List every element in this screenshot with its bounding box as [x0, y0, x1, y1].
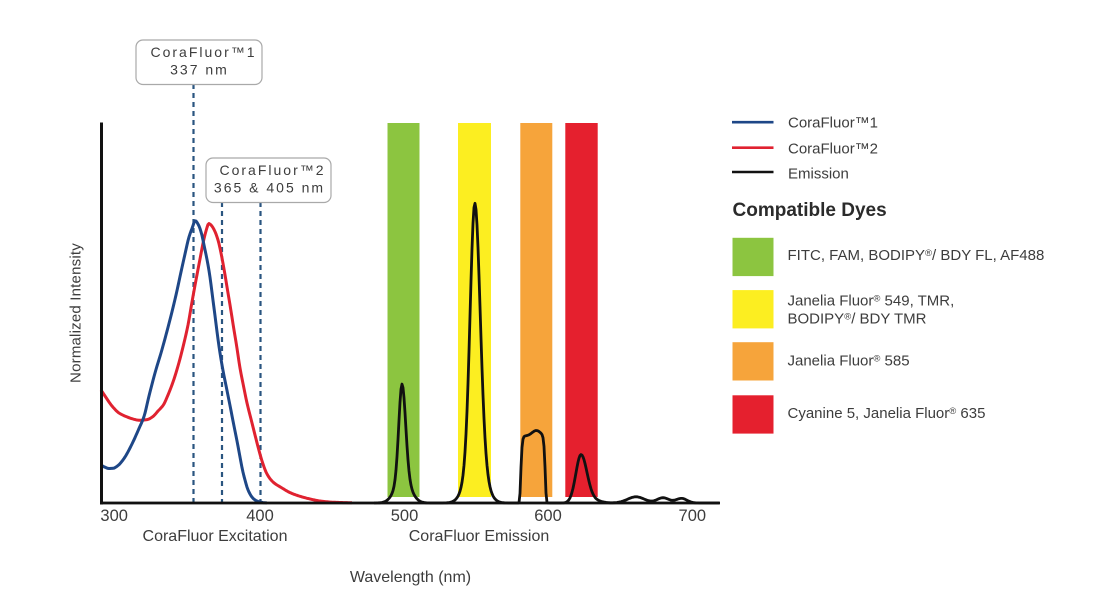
- svg-text:600: 600: [534, 507, 562, 525]
- svg-text:700: 700: [679, 507, 707, 525]
- svg-text:300: 300: [100, 507, 128, 525]
- svg-text:Normalized Intensity: Normalized Intensity: [68, 243, 85, 383]
- svg-text:CoraFluor Excitation: CoraFluor Excitation: [143, 528, 288, 545]
- svg-text:CoraFluor™1: CoraFluor™1: [788, 114, 878, 131]
- svg-text:337 nm: 337 nm: [170, 61, 229, 77]
- svg-text:500: 500: [391, 507, 419, 525]
- svg-text:Janelia Fluor® 549, TMR,: Janelia Fluor® 549, TMR,: [788, 293, 955, 310]
- svg-text:FITC, FAM, BODIPY®/ BDY FL, AF: FITC, FAM, BODIPY®/ BDY FL, AF488: [788, 247, 1045, 264]
- svg-text:CoraFluor™2: CoraFluor™2: [788, 140, 878, 157]
- svg-text:Compatible Dyes: Compatible Dyes: [733, 200, 887, 221]
- svg-text:Janelia Fluor® 585: Janelia Fluor® 585: [788, 352, 910, 369]
- svg-text:400: 400: [246, 507, 274, 525]
- svg-text:Wavelength (nm): Wavelength (nm): [350, 569, 471, 586]
- svg-text:CoraFluor™2: CoraFluor™2: [219, 162, 325, 178]
- svg-text:CoraFluor™1: CoraFluor™1: [150, 44, 256, 60]
- svg-text:CoraFluor Emission: CoraFluor Emission: [409, 528, 549, 545]
- svg-text:Emission: Emission: [788, 166, 849, 183]
- svg-text:Cyanine 5, Janelia Fluor® 635: Cyanine 5, Janelia Fluor® 635: [788, 405, 986, 422]
- svg-text:365 & 405 nm: 365 & 405 nm: [214, 179, 325, 195]
- svg-text:BODIPY®/ BDY TMR: BODIPY®/ BDY TMR: [788, 310, 927, 327]
